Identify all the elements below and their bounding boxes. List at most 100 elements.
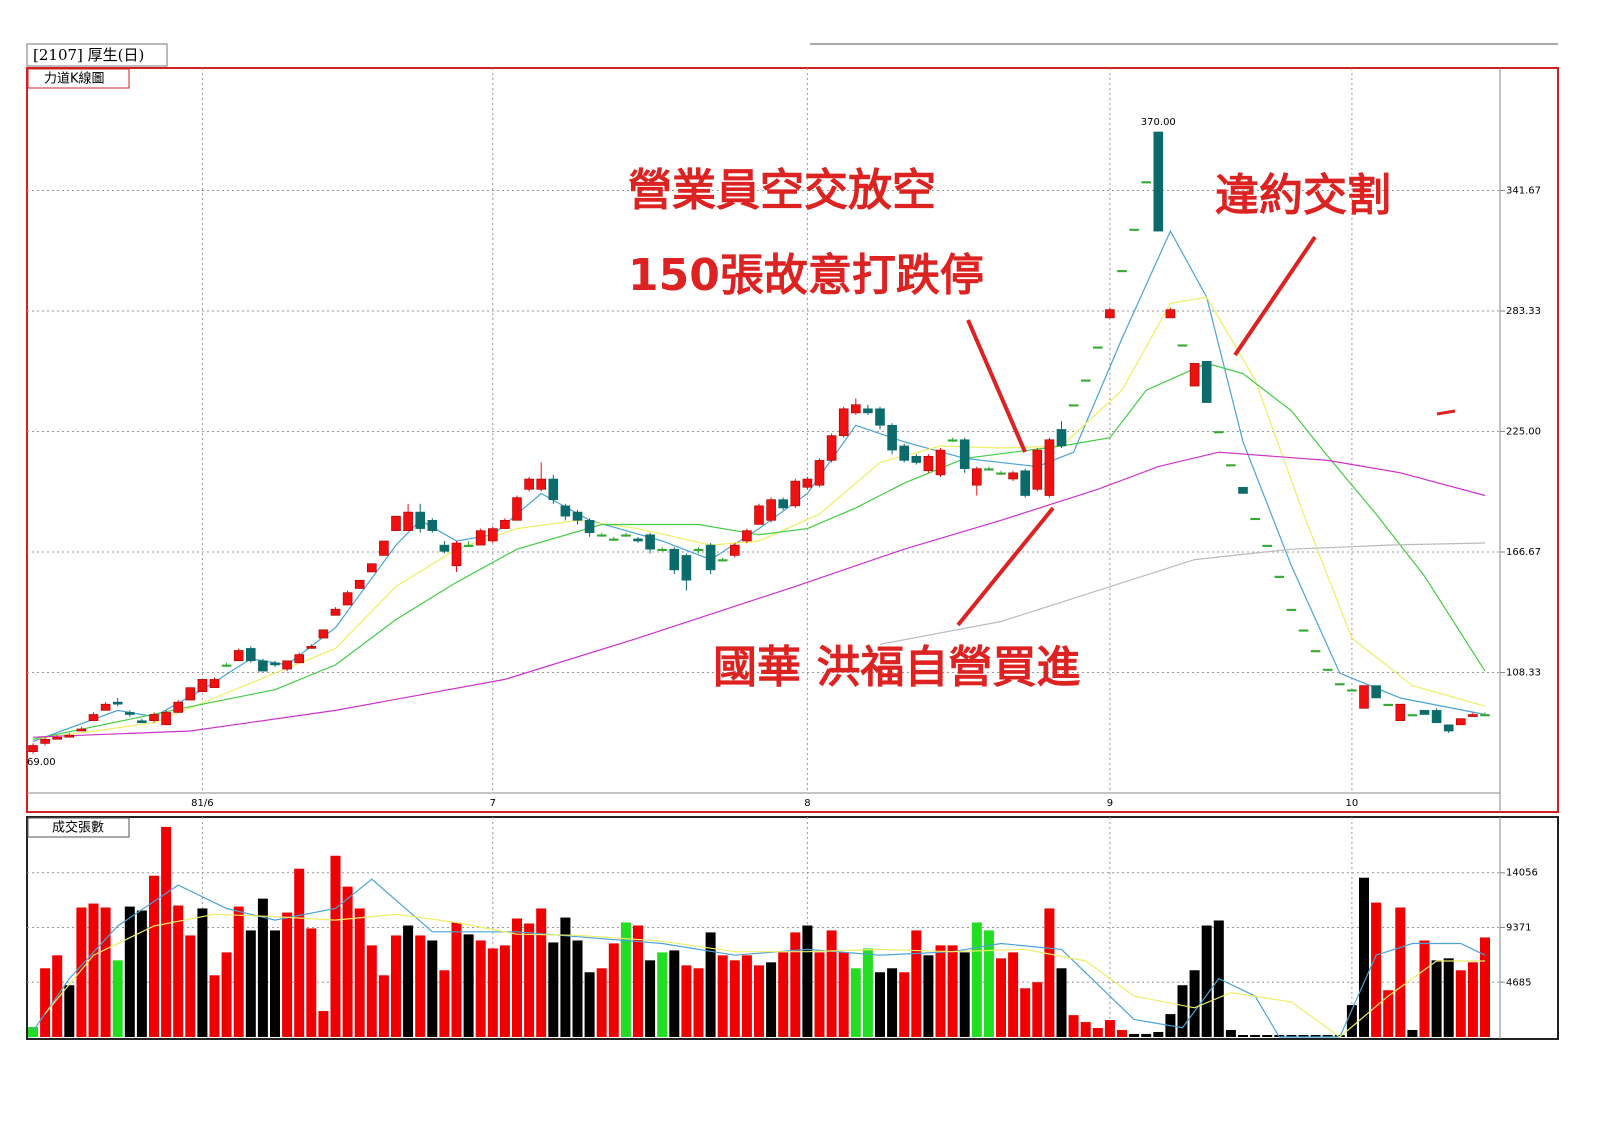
candle-body: [137, 720, 147, 724]
volume-bar: [415, 935, 426, 1037]
volume-bar: [1455, 970, 1466, 1037]
candle-body: [1383, 703, 1393, 706]
volume-bar: [257, 898, 268, 1037]
volume-bar: [1383, 990, 1394, 1037]
volume-bar: [487, 948, 498, 1037]
volume-bar: [1322, 1035, 1333, 1037]
chart-title: [2107] 厚生(日): [33, 46, 144, 64]
panel-label-box: [27, 68, 130, 89]
volume-bar: [1117, 1029, 1127, 1037]
volume-bar: [1262, 1035, 1273, 1037]
volume-bar: [838, 952, 849, 1037]
y-tick-label: 225.00: [1506, 427, 1541, 438]
candle-body: [984, 468, 994, 471]
candle-body: [185, 687, 196, 701]
candle-body: [1250, 517, 1260, 521]
volume-bar: [475, 940, 486, 1037]
candle-body: [475, 530, 486, 546]
volume-bar: [185, 935, 196, 1037]
candle-body: [1238, 486, 1248, 494]
candle-body: [1020, 470, 1031, 496]
candle-body: [64, 734, 75, 738]
volume-bar: [76, 907, 87, 1037]
candle-body: [923, 455, 934, 472]
volume-bar: [1359, 877, 1369, 1037]
candle-body: [1298, 629, 1309, 632]
plot: 108.33 166.67 225.00 283.33 341.67 4685 9371 14…: [27, 68, 1541, 1038]
candle-body: [1153, 131, 1164, 232]
volume-bar: [802, 925, 813, 1037]
volume-bar: [524, 923, 535, 1037]
volume-bar: [366, 945, 377, 1037]
candle-body: [1044, 439, 1055, 496]
volume-bar: [572, 940, 583, 1037]
candle-body: [1419, 710, 1430, 715]
volume-bar: [536, 908, 547, 1037]
candle-body: [766, 499, 776, 521]
candle-body: [439, 544, 450, 552]
x-tick-label: 9: [1107, 798, 1113, 809]
candle-body: [403, 511, 413, 531]
volume-bar: [620, 922, 631, 1037]
volume-bar: [112, 960, 123, 1037]
candle-body: [790, 480, 801, 507]
candle-body: [778, 499, 789, 509]
y-tick-label: 108.33: [1506, 668, 1541, 679]
candle-body: [947, 439, 958, 442]
volume-bar: [1092, 1028, 1103, 1037]
candle-body: [754, 505, 764, 525]
candle-body: [415, 511, 426, 529]
candle-body: [584, 520, 595, 534]
volume-bar: [136, 910, 147, 1037]
volume-bar: [741, 955, 752, 1037]
candle-body: [28, 745, 38, 752]
volume-bar: [705, 932, 716, 1037]
volume-bar: [778, 952, 789, 1037]
volume-bar: [282, 912, 293, 1037]
volume-bar: [935, 945, 946, 1037]
volume-bar: [766, 962, 777, 1037]
volume-bar: [1419, 940, 1430, 1037]
candle-body: [1214, 431, 1224, 434]
candle-body: [221, 664, 232, 667]
volume-bar: [209, 975, 220, 1037]
x-tick-label: 7: [490, 798, 496, 809]
volume-bar: [100, 907, 111, 1037]
candle-body: [1080, 379, 1091, 382]
candle-body: [246, 648, 256, 662]
volume-bar: [1407, 1029, 1418, 1037]
candle-body: [1359, 685, 1369, 709]
volume-bar: [1068, 1015, 1079, 1037]
candle-body: [366, 563, 377, 573]
candle-body: [306, 646, 317, 649]
moving-average: [32, 296, 1486, 740]
volume-bar: [862, 948, 873, 1037]
volume-bar: [717, 955, 728, 1037]
volume-bar: [681, 965, 692, 1037]
candle-body: [657, 548, 668, 552]
volume-bar: [899, 972, 910, 1037]
candle-body: [427, 520, 438, 531]
volume-bar: [1032, 982, 1043, 1037]
candle-body: [76, 728, 87, 732]
volume-bar: [40, 968, 51, 1037]
candle-body: [959, 439, 970, 469]
volume-bar: [221, 952, 232, 1037]
volume-bar: [669, 950, 680, 1037]
volume-bar: [923, 955, 934, 1037]
candle-body: [1129, 228, 1139, 231]
candle-body: [173, 701, 183, 713]
candle-body: [971, 468, 982, 486]
volume-bar: [814, 952, 825, 1037]
volume-bar: [1431, 960, 1442, 1037]
volume-bar: [584, 972, 595, 1037]
candle-body: [500, 520, 510, 529]
candle-body: [1008, 472, 1018, 480]
candle-body: [838, 408, 849, 436]
candle-body: [1201, 360, 1212, 403]
candle-body: [1443, 724, 1454, 732]
candle-body: [669, 548, 680, 571]
candle-body: [270, 662, 280, 666]
moving-average: [879, 542, 1486, 645]
candle-body: [1056, 429, 1067, 447]
